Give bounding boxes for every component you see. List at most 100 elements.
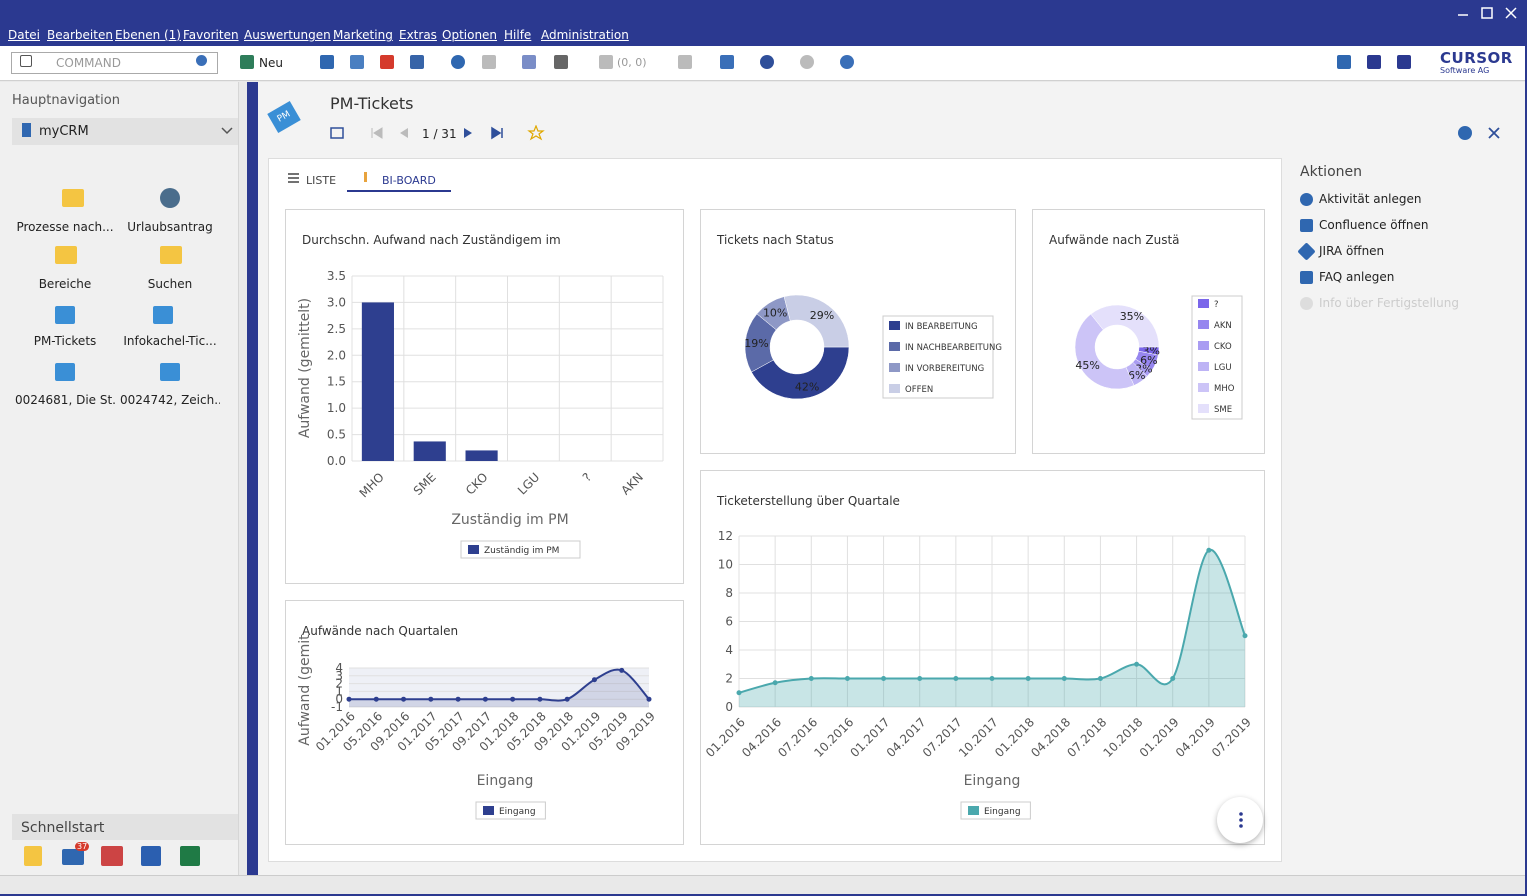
quickstart-icon[interactable]	[62, 849, 84, 865]
attach-icon[interactable]	[599, 55, 613, 69]
save-close-icon[interactable]	[350, 55, 364, 69]
fab-icon[interactable]	[1236, 810, 1246, 830]
point	[428, 696, 434, 702]
action[interactable]: FAQ anlegen	[1319, 270, 1395, 284]
menu-item[interactable]: Auswertungen	[244, 28, 331, 42]
forward-icon[interactable]	[800, 55, 814, 69]
section-title[interactable]: myCRM	[39, 124, 89, 139]
window-controls[interactable]	[1450, 4, 1525, 24]
quickstart-header	[12, 814, 238, 840]
legend-box	[882, 315, 994, 399]
command-box[interactable]	[11, 52, 218, 74]
stamp-icon[interactable]	[678, 55, 692, 69]
section-header[interactable]	[12, 118, 238, 145]
nav-item[interactable]: PM-Tickets	[33, 334, 97, 348]
close[interactable]	[1505, 7, 1517, 19]
ticket-icon[interactable]	[160, 363, 180, 381]
action[interactable]: JIRA öffnen	[1319, 244, 1385, 258]
menu-item[interactable]: Extras	[399, 28, 437, 42]
quickstart-icon[interactable]	[101, 846, 123, 866]
command-input[interactable]: COMMAND	[56, 56, 121, 70]
folder-icon[interactable]	[55, 246, 77, 264]
logout-icon[interactable]	[1397, 55, 1411, 69]
nav-item[interactable]: Prozesse nach...	[16, 220, 114, 234]
search-icon[interactable]	[196, 55, 207, 66]
history-icon[interactable]	[840, 55, 854, 69]
folder-icon[interactable]	[62, 189, 84, 207]
menu-item[interactable]: Marketing	[333, 28, 393, 42]
layout-icon[interactable]	[1367, 55, 1381, 69]
nav-item[interactable]: Suchen	[147, 277, 193, 291]
point	[808, 676, 814, 681]
point	[619, 667, 625, 673]
legend-label: IN VORBEREITUNG	[905, 364, 984, 374]
legend-swatch	[889, 342, 900, 351]
action[interactable]: Confluence öffnen	[1319, 218, 1429, 232]
legend-swatch	[968, 806, 979, 815]
menu-item[interactable]: Ebenen (1)	[115, 28, 181, 42]
info-icon[interactable]	[1458, 126, 1472, 140]
menu-item[interactable]: Hilfe	[504, 28, 532, 42]
splitter[interactable]	[247, 82, 258, 875]
ticket-icon[interactable]	[55, 363, 75, 381]
area-fill	[349, 669, 649, 707]
legend-swatch	[889, 363, 900, 372]
y-tick-label: 10	[718, 558, 733, 572]
nav-item[interactable]: Bereiche	[38, 277, 92, 291]
last-button[interactable]	[491, 126, 503, 140]
first-button[interactable]	[371, 127, 383, 139]
export-icon[interactable]	[720, 55, 734, 69]
section-chevron[interactable]	[220, 126, 234, 136]
favorite-button[interactable]	[527, 125, 545, 141]
find-icon[interactable]	[410, 55, 424, 69]
folder-icon[interactable]	[160, 246, 182, 264]
link-icon[interactable]	[522, 55, 536, 69]
menu-item[interactable]: Favoriten	[183, 28, 239, 42]
tab[interactable]: BI-BOARD	[382, 174, 436, 187]
refresh-icon[interactable]	[451, 55, 465, 69]
copy-icon[interactable]	[482, 55, 496, 69]
bar	[361, 302, 394, 461]
nav-item[interactable]: 0024681, Die St...	[15, 393, 115, 407]
delete-icon[interactable]	[380, 55, 394, 69]
menu-item[interactable]: Bearbeiten	[47, 28, 113, 42]
command-icon[interactable]	[20, 55, 32, 67]
tab[interactable]: LISTE	[306, 174, 337, 187]
x-axis-label: Eingang	[964, 773, 1021, 789]
close-record[interactable]	[1487, 126, 1501, 140]
logo-sub: Software AG	[1440, 66, 1490, 75]
point	[591, 677, 597, 683]
menu-item[interactable]: Optionen	[442, 28, 498, 42]
ticket-icon[interactable]	[153, 306, 173, 324]
save-icon[interactable]	[320, 55, 334, 69]
y-tick-label: 2	[335, 677, 343, 691]
maximize[interactable]	[1481, 7, 1493, 19]
prev-button[interactable]	[400, 128, 408, 138]
window-border	[0, 894, 1527, 896]
next-button[interactable]	[464, 128, 472, 138]
line	[738, 549, 1246, 694]
menu-item[interactable]: Administration	[541, 28, 629, 42]
quickstart-icon[interactable]	[180, 846, 200, 866]
quickstart-icon[interactable]	[141, 846, 161, 866]
back-icon[interactable]	[760, 55, 774, 69]
menu-item[interactable]: Datei	[8, 28, 41, 42]
nav-item[interactable]: Infokachel-Tic...	[123, 334, 217, 348]
nav-item[interactable]: 0024742, Zeich...	[120, 393, 220, 407]
point	[1061, 676, 1067, 681]
list-icon[interactable]	[330, 127, 344, 139]
status-bar	[0, 875, 1527, 896]
record-navigator[interactable]	[328, 125, 548, 143]
gear-icon[interactable]	[160, 188, 180, 208]
point	[564, 696, 570, 702]
notify-icon[interactable]	[1337, 55, 1351, 69]
nav-item[interactable]: Urlaubsantrag	[127, 220, 213, 234]
new-button[interactable]: Neu	[259, 56, 283, 70]
new-icon[interactable]	[240, 55, 254, 69]
action[interactable]: Aktivität anlegen	[1319, 192, 1422, 206]
legend-swatch	[1198, 320, 1209, 329]
print-icon[interactable]	[554, 55, 568, 69]
ticket-icon[interactable]	[55, 306, 75, 324]
quickstart-icon[interactable]	[24, 846, 42, 866]
